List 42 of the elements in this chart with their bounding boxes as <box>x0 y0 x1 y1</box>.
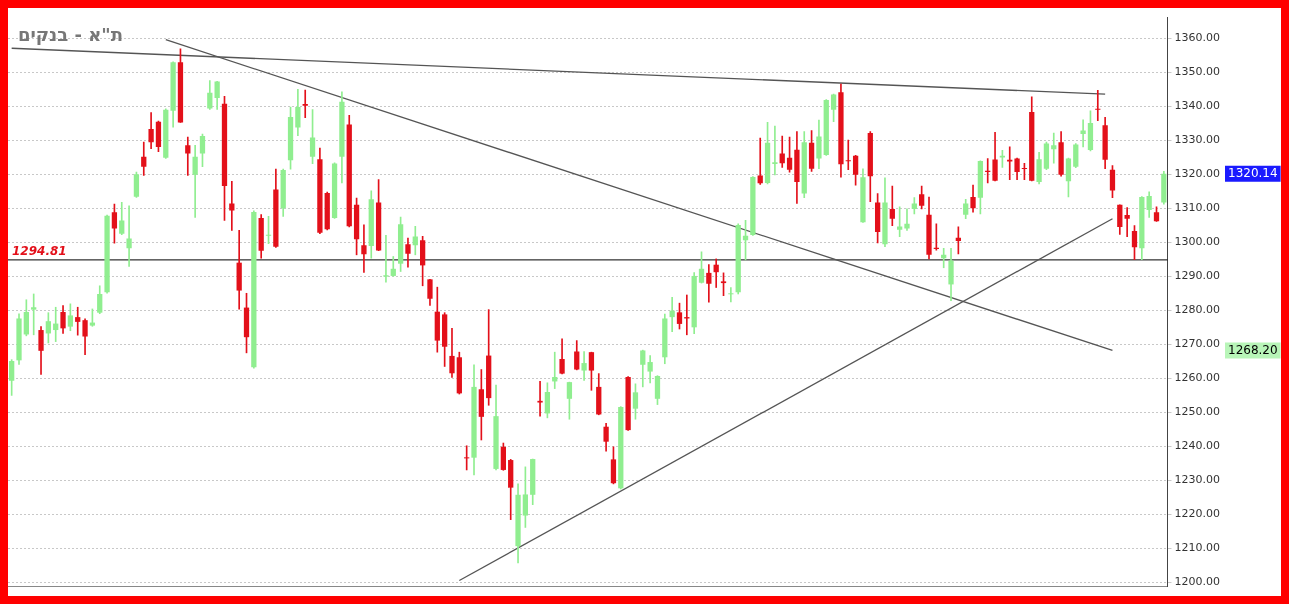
y-tick-label: 1340.00 <box>1174 98 1221 112</box>
candlestick <box>1124 207 1130 238</box>
candlestick <box>31 293 37 336</box>
y-tick-label: 1200.00 <box>1174 575 1221 589</box>
candlestick <box>845 139 851 171</box>
y-tick-label: 1280.00 <box>1174 303 1221 317</box>
text: 1320.14 <box>1228 165 1278 180</box>
candlestick <box>537 381 543 417</box>
candlestick <box>728 287 734 303</box>
y-tick-label: 1240.00 <box>1174 439 1221 453</box>
candlestick <box>75 306 81 336</box>
y-tick-label: 1260.00 <box>1174 371 1221 385</box>
candlestick <box>192 144 198 218</box>
y-tick-label: 1350.00 <box>1174 64 1221 78</box>
candlestick <box>889 185 895 226</box>
y-tick-label: 1300.00 <box>1174 235 1221 249</box>
candlestick <box>126 205 132 267</box>
y-tick-label: 1360.00 <box>1174 30 1221 44</box>
y-tick-label: 1250.00 <box>1174 405 1221 419</box>
text: 1268.20 <box>1228 342 1278 357</box>
candlestick <box>772 125 778 176</box>
y-tick-label: 1330.00 <box>1174 132 1221 146</box>
y-tick-label: 1310.00 <box>1174 201 1221 215</box>
y-tick-label: 1220.00 <box>1174 507 1221 521</box>
ref-line-label: 1294.81 <box>12 244 67 259</box>
candlestick <box>185 136 191 176</box>
candlestick <box>581 351 587 381</box>
y-tick-label: 1320.00 <box>1174 167 1221 181</box>
candlestick <box>302 89 308 118</box>
candlestick <box>1080 119 1086 148</box>
candlestick <box>361 224 367 273</box>
candlestick <box>383 235 389 283</box>
y-tick-label: 1270.00 <box>1174 337 1221 351</box>
candlestick <box>1095 90 1101 122</box>
chart-title: ת"א - בנקים <box>18 24 124 45</box>
candlestick <box>1051 132 1057 164</box>
candlestick <box>1007 146 1013 180</box>
y-tick-label: 1290.00 <box>1174 269 1221 283</box>
y-tick-label: 1210.00 <box>1174 541 1221 555</box>
y-tick-label: 1230.00 <box>1174 473 1221 487</box>
candlestick <box>904 208 910 231</box>
candlestick <box>229 180 235 231</box>
